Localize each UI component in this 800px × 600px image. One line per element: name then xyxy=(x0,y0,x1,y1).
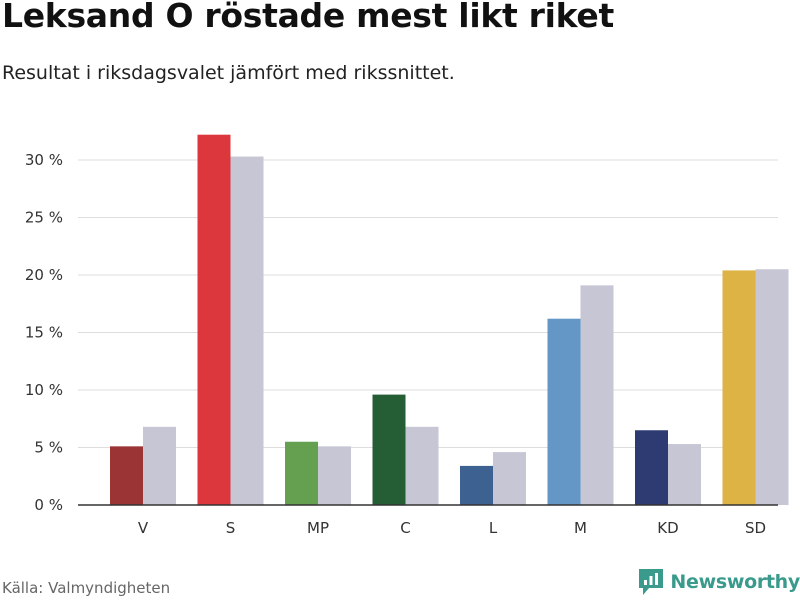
newsworthy-brand[interactable]: Newsworthy xyxy=(638,568,800,596)
comparison-bar xyxy=(230,156,264,506)
party-bar xyxy=(197,134,231,505)
y-tick-label: 30 % xyxy=(25,151,63,169)
source-note: Källa: Valmyndigheten xyxy=(2,579,171,597)
y-tick-label: 5 % xyxy=(34,439,63,457)
comparison-bar xyxy=(580,285,614,505)
party-bar xyxy=(460,465,493,505)
y-tick-label: 15 % xyxy=(25,324,63,342)
x-tick-label: S xyxy=(226,519,236,537)
chart-subtitle: Resultat i riksdagsvalet jämfört med rik… xyxy=(2,62,455,84)
y-tick-label: 25 % xyxy=(25,209,63,227)
newsworthy-logo-icon xyxy=(639,569,664,595)
comparison-bar xyxy=(143,426,176,505)
party-bar xyxy=(547,318,581,505)
x-tick-label: M xyxy=(574,519,587,537)
party-bar xyxy=(372,394,406,505)
y-tick-label: 20 % xyxy=(25,266,63,284)
comparison-bar xyxy=(318,446,351,505)
comparison-bar xyxy=(493,452,526,505)
y-tick-label: 0 % xyxy=(34,496,63,514)
comparison-bar xyxy=(405,426,439,505)
x-tick-label: C xyxy=(400,519,410,537)
comparison-bar xyxy=(755,269,789,505)
comparison-bar xyxy=(668,444,701,505)
chart-title: Leksand O röstade mest likt riket xyxy=(2,0,614,35)
party-bar xyxy=(285,441,318,505)
x-tick-label: SD xyxy=(745,519,766,537)
x-tick-label: L xyxy=(489,519,498,537)
x-tick-label: V xyxy=(138,519,149,537)
party-bar xyxy=(722,270,756,505)
brand-name: Newsworthy xyxy=(670,571,800,593)
x-tick-label: KD xyxy=(657,519,678,537)
x-tick-label: MP xyxy=(307,519,329,537)
party-bar xyxy=(110,446,143,505)
y-tick-label: 10 % xyxy=(25,381,63,399)
party-bar xyxy=(635,430,668,505)
bar-chart: 0 % 5 % 10 % 15 % 20 % 25 % 30 % V S MP C L M KD SD xyxy=(25,134,789,537)
